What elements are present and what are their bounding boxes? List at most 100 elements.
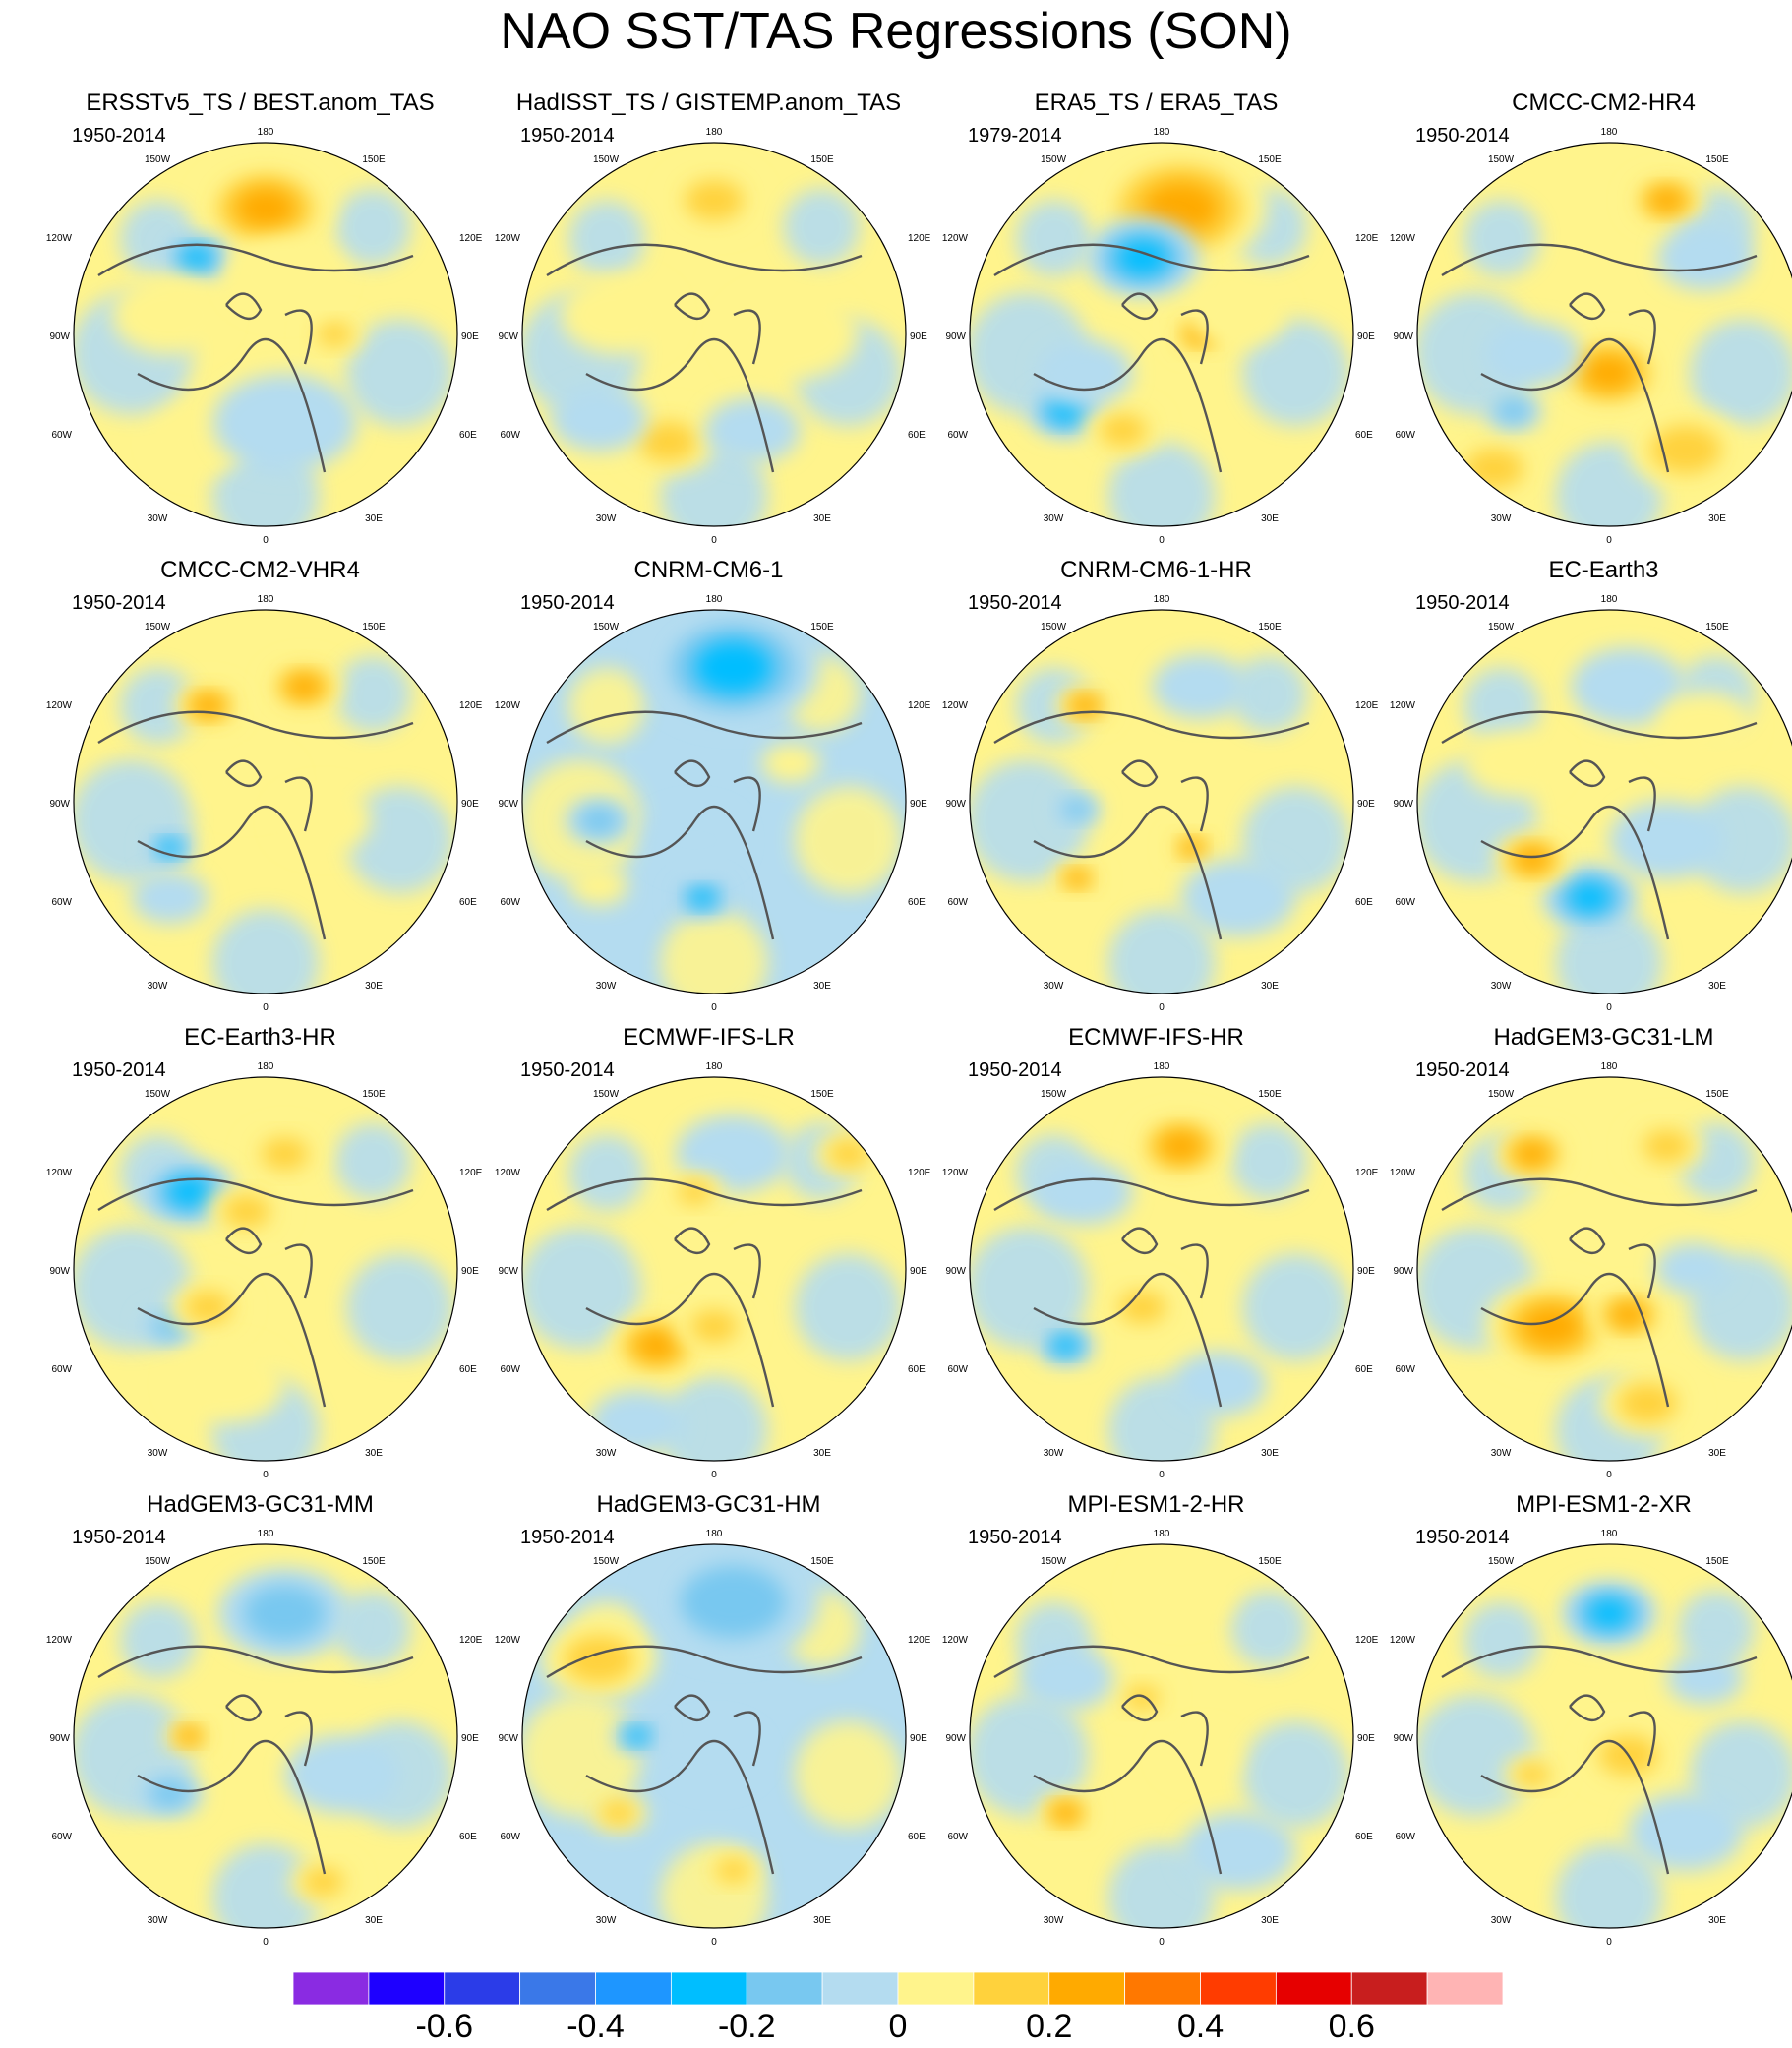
longitude-label: 60E <box>1355 1364 1373 1375</box>
colorbar-segment <box>670 1972 747 2005</box>
map-border <box>1416 1076 1792 1462</box>
anomaly-patch <box>1180 858 1296 937</box>
longitude-label: 30W <box>148 513 168 524</box>
longitude-label: 30E <box>365 513 383 524</box>
panel-period: 1979-2014 <box>968 125 1062 147</box>
coastline <box>993 243 1310 473</box>
panel-title: EC-Earth3-HR <box>184 1024 336 1051</box>
anomaly-patch <box>1463 667 1540 745</box>
coastline <box>993 710 1310 940</box>
longitude-label: 30E <box>1261 981 1279 992</box>
map-border <box>969 1076 1354 1462</box>
anomaly-patch <box>211 909 320 994</box>
panel-period: 1950-2014 <box>520 125 615 147</box>
colorbar <box>293 1972 1503 2005</box>
anomaly-patch <box>783 188 861 266</box>
panel-period: 1950-2014 <box>520 1527 615 1548</box>
longitude-label: 30E <box>1708 981 1726 992</box>
anomaly-patch <box>1190 282 1286 348</box>
longitude-label: 30W <box>1044 513 1064 524</box>
longitude-label: 30E <box>1261 513 1279 524</box>
longitude-label: 150E <box>1705 622 1729 632</box>
longitude-label: 0 <box>1159 1937 1165 1948</box>
anomaly-patch <box>1464 730 1562 797</box>
longitude-label: 30E <box>365 1915 383 1926</box>
anomaly-patch <box>1515 847 1550 872</box>
longitude-label: 120E <box>1355 1168 1379 1178</box>
map-panel: MPI-ESM1-2-XR180150W150E120W120E90W90E60… <box>1380 1490 1792 1958</box>
longitude-label: 60W <box>1395 897 1415 908</box>
anomaly-patch <box>1495 398 1531 424</box>
longitude-label: 30W <box>1491 1915 1512 1926</box>
anomaly-patch <box>1015 200 1093 277</box>
panel-grid: ERSSTv5_TS / BEST.anom_TAS 180 150W 150E 120… <box>36 89 1792 1948</box>
longitude-label: 90W <box>945 1266 966 1277</box>
longitude-label: 30W <box>1491 513 1512 524</box>
longitude-label: 180 <box>258 1061 274 1072</box>
panel-title: ECMWF-IFS-LR <box>623 1024 795 1051</box>
anomaly-patch <box>638 421 698 462</box>
colorbar-segment <box>1275 1972 1352 2005</box>
longitude-label: 90W <box>498 1733 518 1744</box>
map-border <box>521 142 907 527</box>
anomaly-patch <box>211 1843 320 1928</box>
anomaly-patch <box>1654 1242 1732 1295</box>
longitude-label: 60W <box>947 897 968 908</box>
longitude-label: 180 <box>706 1529 723 1539</box>
anomaly-patch <box>167 1177 210 1207</box>
anomaly-patch <box>1643 1129 1691 1163</box>
longitude-label: 60E <box>1355 430 1373 441</box>
anomaly-patch <box>1618 1383 1677 1423</box>
longitude-label: 30W <box>148 1448 168 1459</box>
anomaly-patch <box>1181 840 1204 856</box>
panel-title: CMCC-CM2-VHR4 <box>160 557 360 583</box>
panel-period: 1950-2014 <box>968 592 1062 614</box>
longitude-label: 0 <box>1606 1470 1612 1480</box>
map-border <box>969 1543 1354 1929</box>
anomaly-patch <box>1649 188 1684 212</box>
longitude-label: 60E <box>459 1832 477 1842</box>
panel-title: CMCC-CM2-HR4 <box>1512 90 1696 116</box>
longitude-label: 0 <box>1159 535 1165 546</box>
longitude-label: 120W <box>495 1168 521 1178</box>
anomaly-patch <box>1052 1804 1079 1822</box>
longitude-label: 0 <box>1606 1937 1612 1948</box>
anomaly-patch <box>334 188 412 266</box>
longitude-label: 150W <box>145 622 171 632</box>
longitude-label: 120W <box>495 233 521 244</box>
anomaly-patch <box>1132 1557 1229 1623</box>
longitude-label: 90E <box>910 1733 927 1744</box>
longitude-label: 30E <box>813 1915 831 1926</box>
longitude-label: 90W <box>1393 799 1413 810</box>
anomaly-patch <box>1241 1253 1350 1361</box>
map-panel: MPI-ESM1-2-HR 180 150W 150E 120W 120E 90W 90E 60… <box>932 1490 1380 1958</box>
anomaly-patch <box>1666 1652 1744 1706</box>
anomaly-patch <box>243 1585 327 1642</box>
longitude-label: 30W <box>596 981 617 992</box>
longitude-label: 150E <box>1258 1556 1282 1567</box>
map-panel: HadISST_TS / GISTEMP.anom_TAS 180 150W 150E… <box>485 89 932 556</box>
coastline <box>1441 710 1758 940</box>
anomaly-patch <box>1463 200 1540 277</box>
longitude-label: 0 <box>263 1470 269 1480</box>
coastline <box>1441 1645 1758 1875</box>
longitude-label: 150E <box>362 1089 386 1100</box>
anomaly-patch <box>627 1728 648 1744</box>
map-panel: EC-Earth3-HR 180 150W 150E 120W 120E 90W 90E 60W… <box>36 1023 484 1490</box>
panel-title: CNRM-CM6-1 <box>633 557 784 583</box>
anomaly-patch <box>1689 319 1792 427</box>
longitude-label: 150E <box>1258 154 1282 165</box>
anomaly-patch <box>212 373 357 472</box>
map-border <box>73 1543 458 1929</box>
colorbar-segment <box>1200 1972 1277 2005</box>
longitude-label: 0 <box>711 1002 717 1013</box>
coastline <box>546 243 863 473</box>
anomaly-patch <box>131 871 209 925</box>
longitude-label: 60E <box>908 897 926 908</box>
coastline <box>546 1645 863 1875</box>
